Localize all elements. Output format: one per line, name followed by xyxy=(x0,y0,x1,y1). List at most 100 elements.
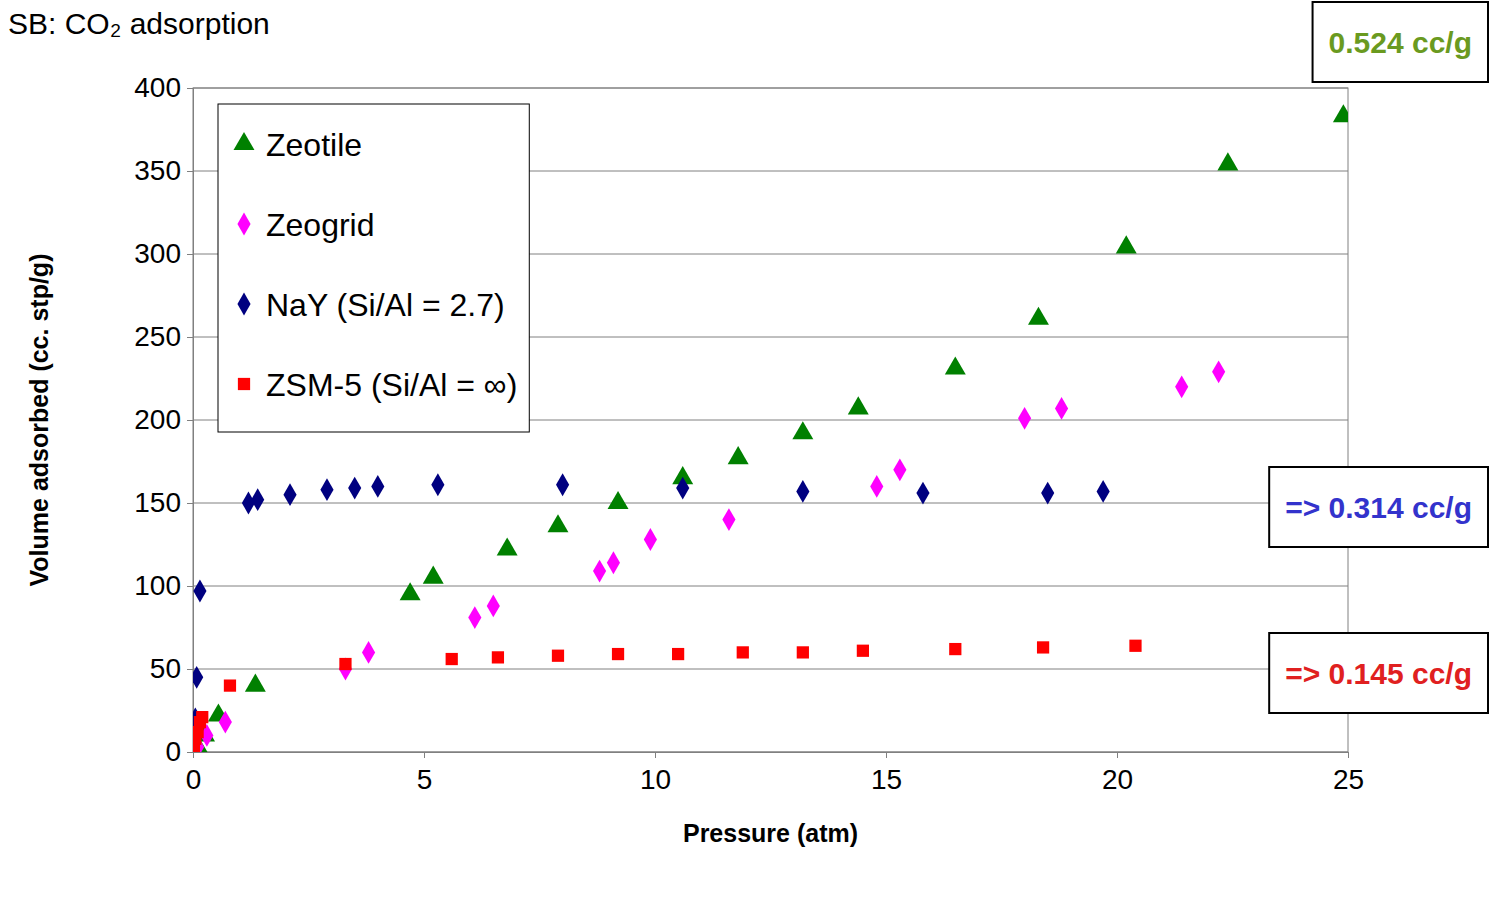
tick: 400 xyxy=(134,72,193,103)
point xyxy=(320,478,333,501)
annotation-text: 0.524 cc/g xyxy=(1329,26,1472,59)
marks xyxy=(193,104,1348,752)
point xyxy=(1018,407,1031,430)
point xyxy=(431,473,444,496)
point xyxy=(607,551,620,574)
point xyxy=(552,650,564,662)
point xyxy=(949,643,961,655)
point xyxy=(1217,152,1238,170)
tick: 5 xyxy=(417,752,433,795)
point xyxy=(1212,360,1225,383)
title: SB: CO₂ adsorption xyxy=(8,7,270,40)
tick-mark xyxy=(655,752,656,758)
tick: 0 xyxy=(165,736,193,767)
tick-mark xyxy=(187,586,193,587)
legend-label: Zeogrid xyxy=(266,207,375,243)
tick-label: 10 xyxy=(640,764,671,795)
tick-mark xyxy=(187,669,193,670)
tick-label: 0 xyxy=(186,764,202,795)
tick: 350 xyxy=(134,155,193,186)
annotation-box xyxy=(1313,2,1488,82)
tick-mark xyxy=(187,171,193,172)
legend-label: NaY (Si/Al = 2.7) xyxy=(266,287,505,323)
legend: ZeotileZeogridNaY (Si/Al = 2.7)ZSM-5 (Si… xyxy=(218,104,529,432)
legend-label: ZSM-5 (Si/Al = ∞) xyxy=(266,367,517,403)
tick: 200 xyxy=(134,404,193,435)
point xyxy=(945,356,966,374)
tick-label: 200 xyxy=(134,404,181,435)
point xyxy=(672,648,684,660)
tick: 300 xyxy=(134,238,193,269)
y-axis: 0 50 100 150 200 250 300 350 400 xyxy=(134,72,193,767)
tick-label: 25 xyxy=(1333,764,1364,795)
point xyxy=(492,651,504,663)
point xyxy=(371,475,384,498)
legend-box xyxy=(218,104,529,432)
grid-line xyxy=(193,669,1348,670)
tick-label: 5 xyxy=(417,764,433,795)
point xyxy=(893,458,906,481)
point xyxy=(796,480,809,503)
axis-line xyxy=(187,89,194,753)
point xyxy=(676,477,689,500)
legend-marker xyxy=(237,293,250,316)
point xyxy=(548,514,569,532)
tick-label: 50 xyxy=(150,653,181,684)
tick: 0 xyxy=(186,752,202,795)
point xyxy=(400,582,421,600)
point xyxy=(362,641,375,664)
point xyxy=(797,646,809,658)
tick-label: 15 xyxy=(871,764,902,795)
point xyxy=(348,477,361,500)
plot-area xyxy=(193,88,1348,752)
tick-label: 300 xyxy=(134,238,181,269)
point xyxy=(1175,375,1188,398)
series xyxy=(193,473,1110,752)
point xyxy=(644,528,657,551)
point xyxy=(219,711,232,734)
legend-marker xyxy=(238,378,250,390)
point xyxy=(737,646,749,658)
x-axis-title: Pressure (atm) xyxy=(683,819,858,847)
point xyxy=(1041,482,1054,505)
tick: 50 xyxy=(150,653,193,684)
point xyxy=(916,482,929,505)
y-axis-title: Volume adsorbed (cc. stp/g) xyxy=(25,254,53,587)
series xyxy=(193,640,1142,752)
point xyxy=(446,653,458,665)
point xyxy=(487,595,500,618)
tick-mark xyxy=(187,503,193,504)
legend-marker xyxy=(237,213,250,236)
tick: 10 xyxy=(640,752,671,795)
grid-line xyxy=(193,586,1348,587)
point xyxy=(468,606,481,629)
grid xyxy=(193,88,1348,752)
point xyxy=(193,666,203,689)
point xyxy=(423,566,444,584)
annotation: => 0.314 cc/g xyxy=(1269,467,1488,547)
point xyxy=(608,491,629,509)
tick-label: 250 xyxy=(134,321,181,352)
point xyxy=(224,679,236,691)
point xyxy=(722,508,735,531)
annotation-text: => 0.145 cc/g xyxy=(1285,657,1472,690)
tick-label: 350 xyxy=(134,155,181,186)
tick-mark xyxy=(187,254,193,255)
tick-label: 20 xyxy=(1102,764,1133,795)
axis-line xyxy=(194,753,1349,759)
tick: 25 xyxy=(1333,752,1364,795)
annotation: 0.524 cc/g xyxy=(1313,2,1488,82)
tick-mark xyxy=(1117,752,1118,758)
tick-label: 0 xyxy=(165,736,181,767)
x-axis: 0 5 10 15 20 25 xyxy=(186,752,1364,795)
point xyxy=(283,483,296,506)
point xyxy=(593,560,606,583)
annotation: => 0.145 cc/g xyxy=(1269,633,1488,713)
point xyxy=(251,488,264,511)
point xyxy=(857,645,869,657)
point xyxy=(339,658,351,670)
tick: 100 xyxy=(134,570,193,601)
tick: 150 xyxy=(134,487,193,518)
tick-mark xyxy=(886,752,887,758)
point xyxy=(1129,640,1141,652)
